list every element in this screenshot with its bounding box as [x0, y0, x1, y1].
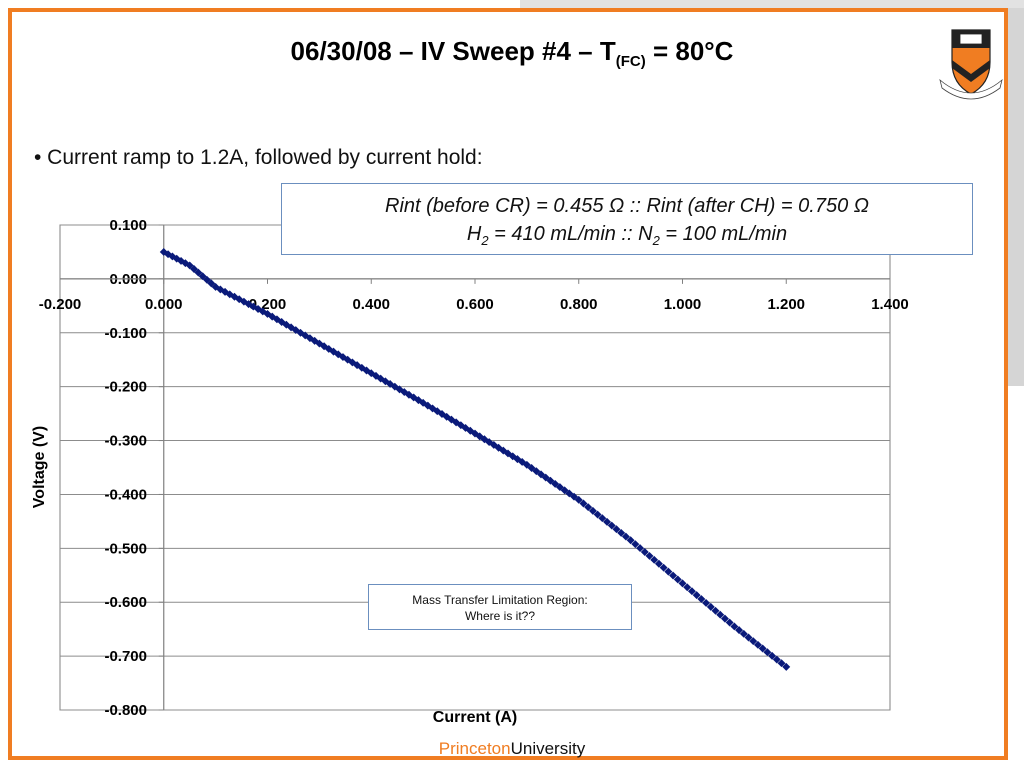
- data-point: [702, 598, 711, 607]
- footer-logo-text: PrincetonUniversity: [0, 739, 1024, 759]
- title-end: = 80°C: [645, 36, 734, 66]
- y-tick-label: -0.600: [104, 594, 147, 611]
- rint-annotation-box: Rint (before CR) = 0.455 Ω :: Rint (afte…: [281, 183, 973, 255]
- gas-h-sub: 2: [481, 233, 489, 248]
- mass-line-1: Mass Transfer Limitation Region:: [412, 593, 588, 607]
- data-point: [593, 510, 602, 519]
- data-point: [687, 587, 696, 596]
- x-tick-label: -0.200: [39, 296, 82, 313]
- x-axis-title: Current (A): [433, 709, 517, 726]
- gas-flow-line: H2 = 410 mL/min :: N2 = 100 mL/min: [282, 220, 972, 255]
- gas-h: H: [466, 223, 482, 245]
- y-tick-label: -0.400: [104, 486, 147, 503]
- rint-line: Rint (before CR) = 0.455 Ω :: Rint (afte…: [385, 195, 869, 217]
- data-point: [735, 626, 744, 635]
- footer-princeton: Princeton: [438, 739, 511, 758]
- mass-transfer-annotation-box: Mass Transfer Limitation Region: Where i…: [368, 584, 632, 630]
- data-point: [782, 662, 791, 671]
- y-tick-label: -0.800: [104, 702, 147, 719]
- princeton-shield-seal-icon: [939, 29, 1003, 100]
- data-point: [584, 503, 593, 512]
- data-point: [697, 595, 706, 603]
- title-subscript: (FC): [615, 53, 646, 71]
- data-point: [692, 591, 701, 600]
- x-tick-label: 0.400: [352, 296, 390, 313]
- footer-university: University: [510, 739, 586, 758]
- data-point: [706, 602, 715, 611]
- y-tick-label: -0.700: [104, 648, 147, 665]
- gas-n-sub: 2: [652, 233, 660, 248]
- y-tick-label: 0.100: [109, 217, 147, 234]
- x-tick-label: 0.000: [145, 296, 183, 313]
- y-axis-title: Voltage (V): [31, 426, 48, 508]
- data-point: [777, 659, 786, 668]
- title-main: 06/30/08 – IV Sweep #4 – T: [290, 36, 616, 66]
- data-point: [758, 644, 767, 653]
- data-point: [673, 575, 682, 584]
- data-point: [621, 532, 630, 541]
- bullet-text: • Current ramp to 1.2A, followed by curr…: [34, 146, 483, 169]
- x-tick-label: 1.400: [871, 296, 909, 313]
- x-tick-label: 1.000: [664, 296, 702, 313]
- x-tick-label: 0.800: [560, 296, 598, 313]
- x-tick-label: 0.600: [456, 296, 494, 313]
- gas-end: = 100 mL/min: [659, 223, 788, 245]
- y-tick-label: -0.200: [104, 379, 147, 396]
- data-point: [768, 651, 777, 660]
- y-tick-label: -0.500: [104, 540, 147, 557]
- slide-title: 06/30/08 – IV Sweep #4 – T(FC) = 80°C: [0, 36, 1024, 70]
- data-point: [664, 567, 673, 576]
- data-point: [725, 618, 734, 627]
- data-point: [574, 495, 583, 504]
- slide-shadow-right: [1008, 8, 1024, 386]
- gas-mid: = 410 mL/min :: N: [488, 223, 653, 245]
- y-tick-label: -0.300: [104, 433, 147, 450]
- data-point: [716, 610, 725, 619]
- y-tick-label: -0.100: [104, 325, 147, 342]
- mass-line-2: Where is it??: [464, 609, 536, 623]
- x-tick-label: 1.200: [767, 296, 805, 313]
